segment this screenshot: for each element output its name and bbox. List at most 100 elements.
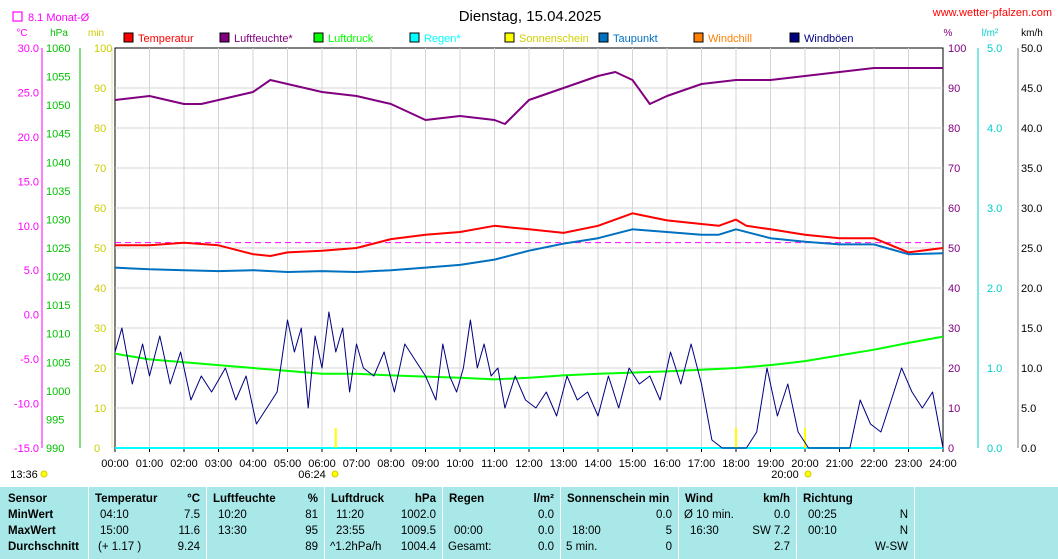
unit-label-min: min (88, 28, 104, 39)
direction-min-value: N (899, 509, 908, 521)
row-label-max: MaxWert (8, 525, 56, 537)
tick-label-time: 09:00 (412, 458, 440, 470)
humidity-unit: % (307, 493, 318, 505)
legend-swatch (409, 32, 420, 43)
tick-label-time: 02:00 (170, 458, 198, 470)
row-label-avg: Durchschnitt (8, 541, 79, 553)
legend-swatch (219, 32, 230, 43)
tick-label-percent: 10 (948, 403, 960, 415)
wind-max-value: SW 7.2 (752, 525, 790, 537)
tick-label-time: 17:00 (688, 458, 716, 470)
pressure-avg-value: 1004.4 (400, 541, 436, 553)
tick-label-time: 19:00 (757, 458, 785, 470)
tick-label-time: 06:00 (308, 458, 336, 470)
sunshine-max-time: 18:00 (572, 525, 601, 537)
temp-max-value: 11.6 (178, 525, 200, 537)
pressure-trend-note: ^1.2hPa/h (330, 541, 382, 553)
tick-label-min: 50 (94, 243, 106, 255)
direction-header: Richtung (803, 493, 853, 505)
legend-label: Windböen (804, 33, 854, 45)
tick-label-hpa: 1000 (46, 386, 70, 398)
tick-label-time: 18:00 (722, 458, 750, 470)
tick-label-min: 20 (94, 363, 106, 375)
tick-label-celsius: 20.0 (18, 132, 39, 144)
tick-label-hpa: 1005 (46, 357, 70, 369)
sunset-icon (804, 470, 812, 478)
tick-label-hpa: 990 (46, 443, 64, 455)
tick-label-kmh: 15.0 (1021, 323, 1042, 335)
tick-label-rain: 4.0 (987, 123, 1002, 135)
sunshine-min-value: 0.0 (656, 509, 672, 521)
rain-unit: l/m² (533, 493, 554, 505)
tick-label-percent: 0 (948, 443, 954, 455)
tick-label-time: 20:00 (791, 458, 819, 470)
tick-label-time: 05:00 (274, 458, 302, 470)
direction-avg-value: W-SW (874, 541, 908, 553)
legend-swatch (313, 32, 324, 43)
monthly-avg-icon (12, 11, 23, 22)
temp-min-value: 7.5 (184, 509, 200, 521)
temp-unit: °C (187, 493, 200, 505)
tick-label-percent: 80 (948, 123, 960, 135)
tick-label-rain: 1.0 (987, 363, 1002, 375)
tick-label-kmh: 30.0 (1021, 203, 1042, 215)
temp-avg-note: (+ 1.17 ) (98, 541, 142, 553)
tick-label-time: 15:00 (619, 458, 647, 470)
tick-label-hpa: 1035 (46, 186, 70, 198)
legend-label: Regen* (424, 33, 461, 45)
tick-label-hpa: 1030 (46, 214, 70, 226)
pressure-unit: hPa (414, 493, 436, 505)
tick-label-hpa: 1020 (46, 272, 70, 284)
pressure-header: Luftdruck (331, 493, 385, 505)
temp-min-time: 04:10 (100, 509, 129, 521)
wind-min-value: 0.0 (774, 509, 790, 521)
legend-label: Sonnenschein (519, 33, 589, 45)
unit-label-hpa: hPa (50, 28, 68, 39)
dewpoint-line (114, 228, 944, 273)
rain-max-value: 0.0 (538, 525, 554, 537)
rain-min-value: 0.0 (538, 509, 554, 521)
unit-label-celsius: °C (16, 28, 27, 39)
tick-label-celsius: -10.0 (14, 399, 39, 411)
tick-label-min: 30 (94, 323, 106, 335)
tick-label-kmh: 0.0 (1021, 443, 1036, 455)
row-label-min: MinWert (8, 509, 54, 521)
tick-label-time: 07:00 (343, 458, 371, 470)
tick-label-hpa: 1040 (46, 157, 70, 169)
sunshine-total-note: 5 min. (566, 541, 598, 553)
tick-label-celsius: 15.0 (18, 176, 39, 188)
tick-label-time: 01:00 (136, 458, 164, 470)
direction-max-time: 00:10 (808, 525, 837, 537)
sunshine-avg-value: 0 (665, 541, 672, 553)
tick-label-kmh: 25.0 (1021, 243, 1042, 255)
temp-max-time: 15:00 (100, 525, 129, 537)
tick-label-celsius: 5.0 (24, 265, 39, 277)
legend-label: Taupunkt (613, 33, 658, 45)
tick-label-time: 11:00 (481, 458, 508, 470)
tick-label-percent: 50 (948, 243, 960, 255)
website-link[interactable]: www.wetter-pfalzen.com (932, 7, 1052, 19)
tick-label-min: 90 (94, 83, 106, 95)
temperature-line (115, 212, 944, 257)
tick-label-time: 16:00 (653, 458, 681, 470)
tick-label-time: 21:00 (826, 458, 854, 470)
temp-avg-value: 9.24 (177, 541, 200, 553)
legend-label: Windchill (708, 33, 752, 45)
unit-label-kmh: km/h (1021, 28, 1043, 39)
legend-label: Temperatur (138, 33, 194, 45)
tick-label-percent: 90 (948, 83, 960, 95)
tick-label-time: 10:00 (446, 458, 474, 470)
unit-label-rain: l/m² (982, 28, 999, 39)
tick-label-hpa: 1010 (46, 329, 70, 341)
tick-label-hpa: 1015 (46, 300, 70, 312)
temp-header: Temperatur (95, 493, 158, 505)
tick-label-time: 08:00 (377, 458, 405, 470)
humidity-max-time: 13:30 (218, 525, 247, 537)
tick-label-rain: 5.0 (987, 43, 1002, 55)
current-time-sun-icon (40, 470, 48, 478)
tick-label-hpa: 995 (46, 414, 64, 426)
rain-header: Regen (449, 493, 485, 505)
monthly-avg-label: 8.1 Monat-Ø (28, 12, 90, 24)
sunrise-time: 06:24 (298, 469, 326, 481)
rain-total-label: Gesamt: (448, 541, 492, 553)
